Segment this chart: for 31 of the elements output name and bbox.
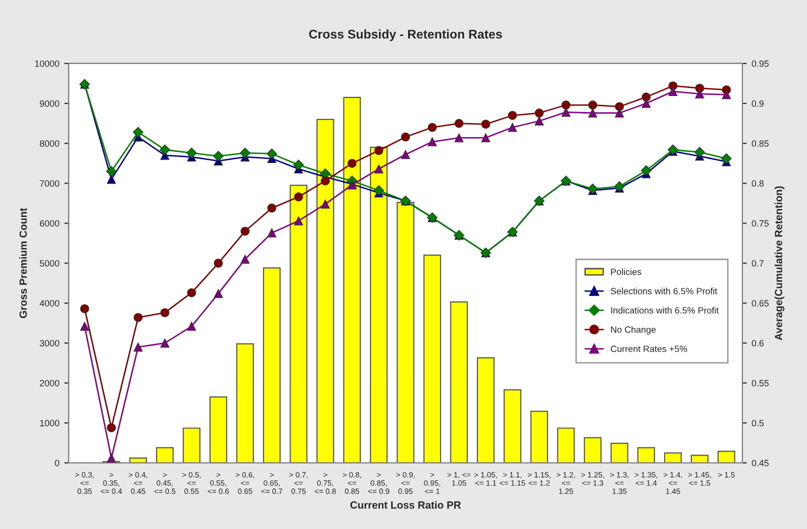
legend-label: Selections with 6.5% Profit	[610, 288, 718, 294]
legend-label: No Change	[611, 326, 656, 335]
y-tick-label: 10000	[35, 60, 60, 67]
x-axis-title: Current Loss Ratio PR	[350, 501, 461, 509]
y-tick-label: 4000	[40, 300, 60, 306]
y2-tick-label: 0.85	[752, 140, 769, 147]
legend-label: Indications with 6.5% Profit	[611, 306, 719, 314]
y-tick-label: 5000	[40, 260, 60, 267]
y-axis-title: Gross Premium Count	[19, 208, 27, 318]
y2-tick-label: 0.8	[752, 180, 764, 187]
y-tick-label: 7000	[40, 180, 60, 187]
y2-tick-label: 0.55	[752, 380, 769, 386]
y2-tick-label: 0.75	[752, 220, 769, 227]
y-tick-label: 3000	[40, 340, 60, 346]
y-tick-label: 8000	[40, 140, 60, 147]
chart-title: Cross Subsidy - Retention Rates	[309, 29, 502, 42]
legend-label: Policies	[611, 268, 642, 276]
y2-tick-label: 0.7	[752, 260, 764, 267]
legend-label: Current Rates +5%	[610, 346, 688, 352]
y-tick-label: 1000	[40, 420, 60, 426]
y-tick-label: 9000	[40, 100, 60, 107]
y2-tick-label: 0.95	[752, 60, 769, 67]
y2-tick-label: 0.9	[752, 100, 764, 107]
y2-axis-title: Average(Cumulative Retention)	[774, 186, 784, 340]
y-tick-label: 6000	[40, 220, 60, 227]
y2-tick-label: 0.65	[752, 300, 769, 306]
y2-tick-label: 0.45	[752, 460, 769, 466]
y2-tick-label: 0.6	[752, 340, 764, 346]
y-tick-label: 0	[54, 460, 60, 466]
y-tick-label: 2000	[40, 380, 60, 386]
y2-tick-label: 0.5	[752, 420, 764, 426]
